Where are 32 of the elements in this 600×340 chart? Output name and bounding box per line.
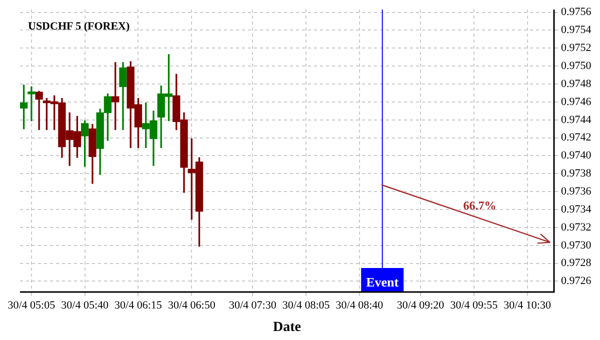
- x-tick-label: 30/4 08:40: [336, 299, 384, 312]
- y-tick-label: 0.9728: [561, 257, 592, 270]
- annotation: Event: [366, 274, 400, 290]
- x-tick-label: 30/4 08:05: [282, 299, 330, 312]
- y-tick-label: 0.9726: [561, 275, 592, 288]
- annotation: 66.7%: [463, 198, 496, 213]
- x-tick-label: 30/4 10:30: [504, 299, 552, 312]
- y-tick-label: 0.9734: [561, 203, 592, 216]
- y-tick-label: 0.9750: [561, 60, 592, 72]
- y-tick-label: 0.9742: [561, 132, 592, 144]
- y-tick-label: 0.9746: [561, 96, 592, 108]
- candlestick: [35, 90, 43, 130]
- x-tick-label: 30/4 07:30: [228, 299, 277, 312]
- x-tick-label: 30/4 09:20: [396, 299, 445, 312]
- x-tick-label: 30/4 06:15: [114, 299, 162, 312]
- y-tick-label: 0.9754: [561, 24, 592, 36]
- y-tick-label: 0.9744: [561, 114, 592, 126]
- y-tick-label: 0.9748: [561, 78, 592, 90]
- y-tick-label: 0.9732: [561, 221, 592, 234]
- y-tick-label: 0.9756: [561, 6, 592, 18]
- x-tick-label: 30/4 05:05: [8, 299, 56, 312]
- candlestick: [28, 86, 36, 122]
- text: USDCHF 5 (FOREX): [28, 20, 130, 32]
- y-tick-label: 0.9736: [561, 185, 592, 198]
- x-tick-label: 30/4 09:55: [450, 299, 498, 312]
- y-tick-label: 0.9752: [561, 42, 592, 54]
- y-tick-label: 0.9730: [561, 239, 592, 252]
- y-tick-label: 0.9738: [561, 168, 592, 180]
- x-tick-label: 30/4 06:50: [168, 299, 216, 312]
- x-axis-title: Date: [273, 320, 301, 336]
- y-tick-label: 0.9740: [561, 150, 592, 162]
- x-tick-label: 30/4 05:40: [61, 299, 110, 312]
